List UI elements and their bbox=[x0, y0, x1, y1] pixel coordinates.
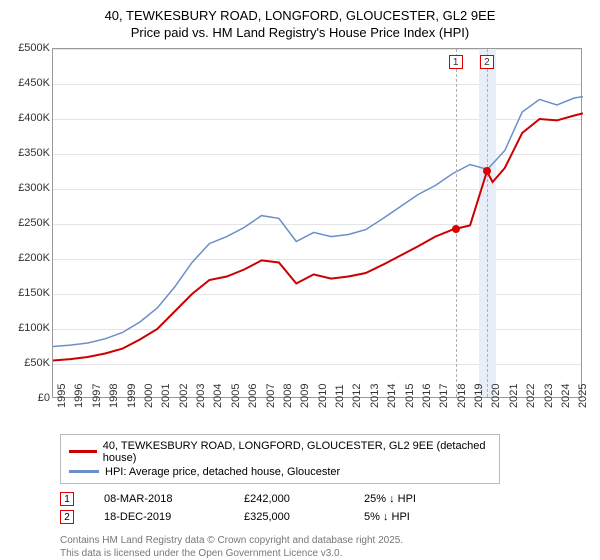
y-axis-label: £150K bbox=[10, 287, 50, 299]
chart-title: 40, TEWKESBURY ROAD, LONGFORD, GLOUCESTE… bbox=[10, 8, 590, 42]
series-line bbox=[53, 113, 583, 360]
y-axis-label: £50K bbox=[10, 357, 50, 369]
marker-line bbox=[487, 49, 488, 397]
legend-item: HPI: Average price, detached house, Glou… bbox=[69, 465, 491, 479]
legend: 40, TEWKESBURY ROAD, LONGFORD, GLOUCESTE… bbox=[60, 434, 500, 484]
marker-dot bbox=[452, 225, 460, 233]
transaction-price: £242,000 bbox=[244, 493, 334, 505]
y-axis-label: £450K bbox=[10, 77, 50, 89]
marker-flag: 1 bbox=[449, 55, 463, 69]
credit-line1: Contains HM Land Registry data © Crown c… bbox=[60, 534, 590, 547]
y-axis-label: £400K bbox=[10, 112, 50, 124]
chart-area: £0 £50K £100K £150K £200K £250K £300K £350K £400… bbox=[10, 48, 585, 428]
y-axis-label: £250K bbox=[10, 217, 50, 229]
marker-dot bbox=[483, 167, 491, 175]
transaction-date: 08-MAR-2018 bbox=[104, 493, 214, 505]
transaction-flag: 1 bbox=[60, 492, 74, 506]
legend-item: 40, TEWKESBURY ROAD, LONGFORD, GLOUCESTE… bbox=[69, 439, 491, 465]
y-axis-label: £0 bbox=[10, 392, 50, 404]
y-axis-label: £100K bbox=[10, 322, 50, 334]
y-axis-label: £500K bbox=[10, 42, 50, 54]
transaction-hpi: 5% ↓ HPI bbox=[364, 511, 410, 523]
transaction-hpi: 25% ↓ HPI bbox=[364, 493, 416, 505]
credit-text: Contains HM Land Registry data © Crown c… bbox=[60, 534, 590, 560]
transaction-flag: 2 bbox=[60, 510, 74, 524]
legend-label: HPI: Average price, detached house, Glou… bbox=[105, 466, 340, 478]
transaction-date: 18-DEC-2019 bbox=[104, 511, 214, 523]
x-axis-label: 2025 bbox=[577, 383, 599, 407]
y-axis-label: £300K bbox=[10, 182, 50, 194]
marker-line bbox=[456, 49, 457, 397]
legend-swatch bbox=[69, 470, 99, 473]
transaction-row: 2 18-DEC-2019 £325,000 5% ↓ HPI bbox=[60, 508, 590, 526]
marker-flag: 2 bbox=[480, 55, 494, 69]
transaction-row: 1 08-MAR-2018 £242,000 25% ↓ HPI bbox=[60, 490, 590, 508]
title-line2: Price paid vs. HM Land Registry's House … bbox=[10, 25, 590, 42]
credit-line2: This data is licensed under the Open Gov… bbox=[60, 547, 590, 560]
y-axis-label: £350K bbox=[10, 147, 50, 159]
transaction-price: £325,000 bbox=[244, 511, 334, 523]
legend-label: 40, TEWKESBURY ROAD, LONGFORD, GLOUCESTE… bbox=[103, 440, 491, 464]
legend-swatch bbox=[69, 450, 97, 453]
series-line bbox=[53, 96, 583, 346]
plot-area: 12 bbox=[52, 48, 582, 398]
y-axis-label: £200K bbox=[10, 252, 50, 264]
title-line1: 40, TEWKESBURY ROAD, LONGFORD, GLOUCESTE… bbox=[10, 8, 590, 25]
transactions-table: 1 08-MAR-2018 £242,000 25% ↓ HPI 2 18-DEC-201… bbox=[60, 490, 590, 526]
